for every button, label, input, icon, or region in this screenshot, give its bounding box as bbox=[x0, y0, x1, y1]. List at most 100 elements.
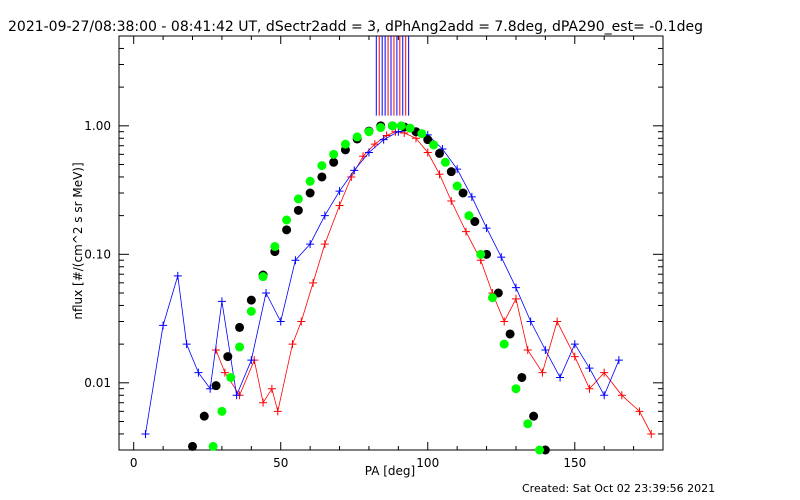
plus-point bbox=[647, 429, 656, 438]
plus-point bbox=[461, 227, 470, 236]
plus-point bbox=[247, 356, 256, 365]
dot-point bbox=[534, 445, 544, 455]
plus-point bbox=[173, 271, 182, 280]
dot-point bbox=[293, 205, 303, 215]
dot-point bbox=[423, 135, 433, 145]
series-line-blue bbox=[145, 129, 620, 434]
created-timestamp: Created: Sat Oct 02 23:39:56 2021 bbox=[522, 482, 716, 495]
dot-point bbox=[317, 172, 327, 182]
plus-point bbox=[467, 192, 476, 201]
plus-point bbox=[291, 256, 300, 265]
data-series bbox=[141, 121, 656, 455]
plus-point bbox=[585, 364, 594, 373]
plus-point bbox=[635, 407, 644, 416]
dot-point bbox=[529, 411, 539, 421]
dot-point bbox=[329, 157, 339, 167]
y-axis: 0.01 0.10 1.00 bbox=[84, 35, 663, 451]
dot-point bbox=[246, 306, 256, 316]
plus-point bbox=[276, 317, 285, 326]
plus-point bbox=[232, 391, 241, 400]
plus-point bbox=[497, 253, 506, 262]
dot-point bbox=[376, 123, 386, 133]
plus-point bbox=[553, 317, 562, 326]
x-tick-label: 100 bbox=[416, 456, 439, 470]
plus-point bbox=[262, 288, 271, 297]
x-axis-label: PA [deg] bbox=[365, 464, 415, 478]
plus-point bbox=[217, 297, 226, 306]
dot-point bbox=[208, 441, 218, 451]
plus-point bbox=[309, 278, 318, 287]
plus-point bbox=[297, 317, 306, 326]
dot-point bbox=[293, 194, 303, 204]
dot-point bbox=[435, 148, 445, 158]
dot-point bbox=[523, 419, 533, 429]
plus-point bbox=[600, 368, 609, 377]
dot-point bbox=[352, 132, 362, 142]
plus-point bbox=[585, 384, 594, 393]
dot-point bbox=[217, 406, 227, 416]
dot-point bbox=[235, 322, 245, 332]
y-tick-label: 0.01 bbox=[84, 376, 111, 390]
series-line-red bbox=[215, 131, 652, 435]
dot-point bbox=[464, 211, 474, 221]
plus-point bbox=[526, 317, 535, 326]
plus-point bbox=[511, 283, 520, 292]
plus-point bbox=[182, 340, 191, 349]
series-green bbox=[208, 121, 544, 455]
series-black bbox=[188, 121, 550, 455]
plus-point bbox=[320, 240, 329, 249]
dot-point bbox=[329, 149, 339, 159]
dot-point bbox=[499, 339, 509, 349]
dot-point bbox=[270, 242, 280, 252]
x-tick-label: 150 bbox=[563, 456, 586, 470]
dot-point bbox=[226, 372, 236, 382]
dot-point bbox=[235, 342, 245, 352]
plus-point bbox=[523, 346, 532, 355]
plus-point bbox=[511, 294, 520, 303]
dot-point bbox=[223, 352, 233, 362]
dot-point bbox=[258, 272, 268, 282]
plus-point bbox=[350, 166, 359, 175]
dot-point bbox=[188, 441, 198, 451]
dot-point bbox=[505, 329, 515, 339]
plus-point bbox=[570, 352, 579, 361]
plus-point bbox=[335, 201, 344, 210]
plus-point bbox=[482, 224, 491, 233]
x-tick-label: 0 bbox=[130, 456, 138, 470]
dot-point bbox=[246, 295, 256, 305]
dot-point bbox=[387, 121, 397, 131]
x-axis: 0 50 100 150 bbox=[130, 36, 635, 470]
dot-point bbox=[396, 121, 406, 131]
plus-point bbox=[335, 187, 344, 196]
dot-point bbox=[511, 384, 521, 394]
dot-point bbox=[470, 217, 480, 227]
plus-point bbox=[159, 321, 168, 330]
dot-point bbox=[364, 127, 374, 137]
plus-point bbox=[320, 211, 329, 220]
y-tick-label: 0.10 bbox=[84, 247, 111, 261]
plus-point bbox=[267, 384, 276, 393]
plus-point bbox=[600, 391, 609, 400]
plus-point bbox=[220, 368, 229, 377]
dot-point bbox=[517, 372, 527, 382]
plus-point bbox=[500, 317, 509, 326]
dot-point bbox=[211, 381, 221, 391]
dot-point bbox=[282, 215, 292, 225]
plus-point bbox=[570, 340, 579, 349]
dot-point bbox=[452, 181, 462, 191]
plus-point bbox=[194, 368, 203, 377]
x-tick-label: 50 bbox=[273, 456, 288, 470]
vertical-bar-lines bbox=[375, 36, 410, 116]
y-axis-label: nflux [#/(cm^2 s sr MeV)] bbox=[71, 162, 85, 319]
dot-point bbox=[317, 161, 327, 171]
plus-point bbox=[259, 398, 268, 407]
plus-point bbox=[306, 240, 315, 249]
dot-point bbox=[476, 249, 486, 259]
dot-point bbox=[305, 176, 315, 186]
plus-point bbox=[614, 356, 623, 365]
plus-point bbox=[447, 196, 456, 205]
dot-point bbox=[199, 411, 209, 421]
chart-title: 2021-09-27/08:38:00 - 08:41:42 UT, dSect… bbox=[8, 19, 703, 35]
y-tick-label: 1.00 bbox=[84, 119, 111, 133]
